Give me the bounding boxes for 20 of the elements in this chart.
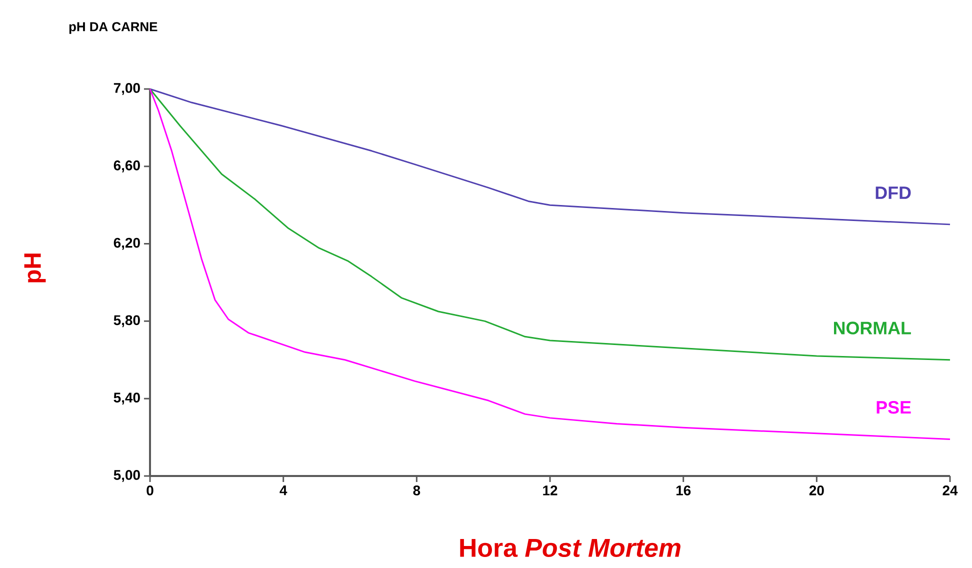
x-tick-label: 4 bbox=[280, 486, 288, 496]
y-tick-label: 7,00 bbox=[114, 83, 140, 95]
x-tick-label: 16 bbox=[676, 485, 691, 496]
chart-title: pH DA CARNE bbox=[69, 22, 158, 34]
y-tick-label: 5,80 bbox=[114, 315, 140, 328]
y-tick-label: 5,40 bbox=[114, 392, 140, 405]
series-label: NORMAL bbox=[834, 322, 911, 334]
series-label: DFD bbox=[876, 186, 911, 199]
y-axis-title: pH bbox=[24, 254, 46, 282]
x-tick-label: 24 bbox=[942, 485, 958, 496]
x-tick-label: 8 bbox=[413, 485, 420, 496]
y-tick-label: 5,00 bbox=[114, 470, 140, 482]
x-tick-label: 0 bbox=[146, 485, 154, 496]
x-axis-title: Hora Post Mortem bbox=[460, 538, 680, 558]
series-label: PSE bbox=[876, 400, 911, 414]
x-tick-label: 20 bbox=[809, 485, 824, 496]
x-tick-label: 12 bbox=[543, 485, 558, 496]
y-tick-label: 6,20 bbox=[114, 238, 140, 250]
line-series bbox=[149, 88, 951, 440]
y-tick-label: 6,60 bbox=[114, 160, 140, 172]
